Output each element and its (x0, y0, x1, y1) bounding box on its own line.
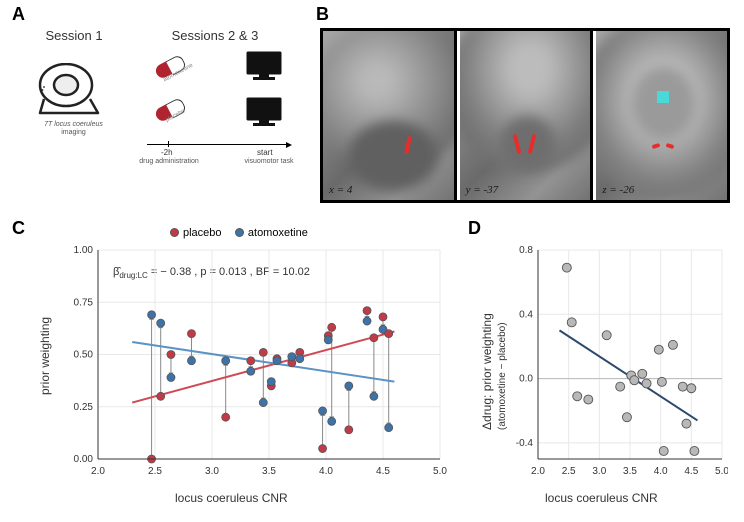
svg-text:4.5: 4.5 (376, 466, 390, 477)
mri-coord-y: y = -37 (466, 184, 498, 196)
svg-text:0.00: 0.00 (74, 454, 94, 465)
session1-label: Session 1 (34, 28, 114, 43)
chart-d: -0.4 0.0 0.4 0.8 2.0 2.5 3.0 3.5 4.0 4.5 5.0 (510, 242, 728, 487)
svg-text:0.8: 0.8 (519, 245, 533, 256)
panel-c: placebo atomoxetine β̂drug:LC = − 0.38 ,… (20, 220, 450, 510)
xlabel-c: locus coeruleus CNR (175, 491, 288, 505)
svg-text:2.0: 2.0 (531, 466, 545, 477)
svg-text:2.5: 2.5 (148, 466, 162, 477)
svg-text:0.4: 0.4 (519, 309, 533, 320)
scanner-caption: 7T locus coeruleusimaging (26, 121, 121, 136)
time-tick-label: -2h (161, 148, 173, 157)
time-tick-caption: drug administration (138, 158, 200, 166)
svg-text:0.25: 0.25 (74, 402, 94, 413)
svg-text:0.75: 0.75 (74, 297, 94, 308)
svg-text:2.0: 2.0 (91, 466, 105, 477)
svg-text:5.0: 5.0 (433, 466, 447, 477)
panel-b: x = 4 y = -37 z = -26 (320, 8, 730, 203)
ylabel-d: Δdrug: prior weighting(atomoxetine − pla… (480, 313, 508, 430)
mri-axial: z = -26 (596, 31, 727, 200)
svg-text:1.00: 1.00 (74, 245, 94, 256)
svg-text:0.0: 0.0 (519, 374, 533, 385)
svg-text:4.0: 4.0 (654, 466, 668, 477)
monitor-top-icon (245, 50, 285, 89)
start-label: start (257, 148, 273, 157)
timeline-tick (168, 141, 169, 147)
mri-coronal: y = -37 (460, 31, 594, 200)
legend-placebo: placebo (170, 227, 222, 239)
chart-c: 0.00 0.25 0.50 0.75 1.00 2.0 2.5 3.0 3.5 4.0 4.5 5.… (68, 242, 448, 487)
pons-mark (657, 91, 669, 103)
svg-text:2.5: 2.5 (562, 466, 576, 477)
mri-panels: x = 4 y = -37 z = -26 (320, 28, 730, 203)
legend-atomoxetine: atomoxetine (235, 227, 308, 239)
ylabel-c: prior weighting (38, 317, 52, 395)
session23-label: Sessions 2 & 3 (150, 28, 280, 43)
xlabel-d: locus coeruleus CNR (545, 491, 658, 505)
legend: placebo atomoxetine (170, 224, 308, 242)
monitor-bottom-icon (245, 96, 285, 135)
mri-sagittal: x = 4 (323, 31, 457, 200)
svg-text:3.5: 3.5 (262, 466, 276, 477)
panel-a: Session 1 Sessions 2 & 3 7T locus coerul… (20, 8, 305, 198)
svg-text:4.5: 4.5 (684, 466, 698, 477)
start-caption: visuomotor task (238, 158, 300, 166)
mri-coord-z: z = -26 (602, 184, 634, 196)
svg-text:3.5: 3.5 (623, 466, 637, 477)
mri-scanner-icon (38, 63, 104, 124)
svg-text:4.0: 4.0 (319, 466, 333, 477)
svg-text:3.0: 3.0 (592, 466, 606, 477)
svg-text:5.0: 5.0 (715, 466, 728, 477)
svg-text:0.50: 0.50 (74, 350, 94, 361)
svg-text:-0.4: -0.4 (516, 438, 534, 449)
mri-coord-x: x = 4 (329, 184, 352, 196)
panel-d: -0.4 0.0 0.4 0.8 2.0 2.5 3.0 3.5 4.0 4.5 5.0 Δdrug… (470, 220, 730, 510)
svg-text:3.0: 3.0 (205, 466, 219, 477)
